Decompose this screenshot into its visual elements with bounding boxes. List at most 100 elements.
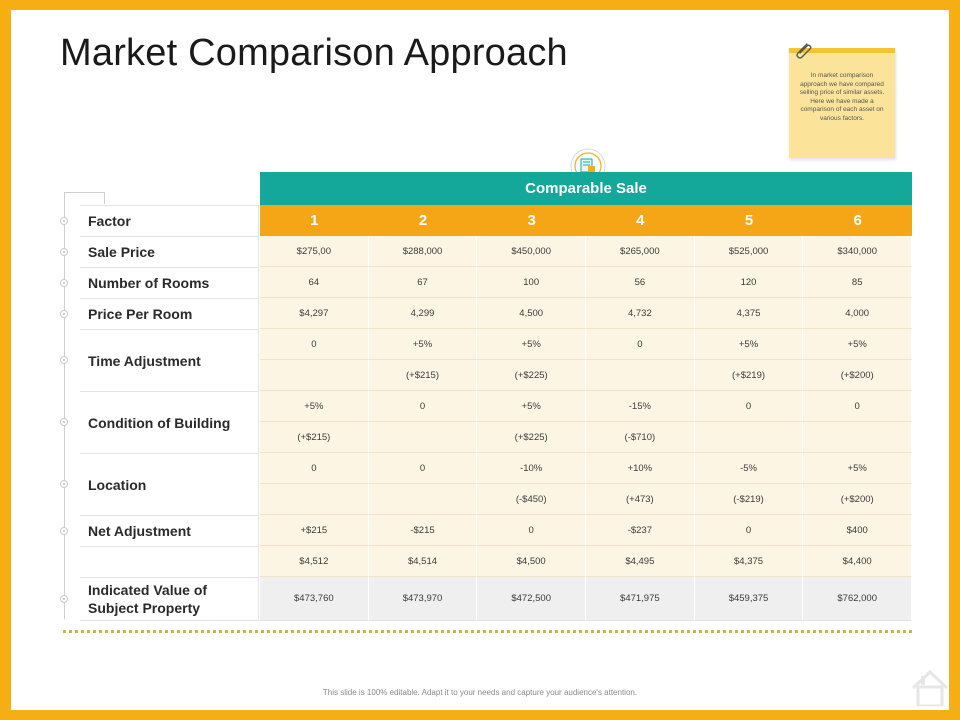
table-cell: (+$200) xyxy=(803,484,913,515)
table-row: (+$215) (+$225) (+$219) (+$200) xyxy=(260,360,913,391)
table-cell: 0 xyxy=(803,391,913,422)
table-cell: 0 xyxy=(260,329,369,360)
table-cell: (-$450) xyxy=(477,484,587,515)
table-cell xyxy=(803,422,913,453)
column-header: 3 xyxy=(527,212,536,229)
table-cell: 0 xyxy=(368,453,478,484)
table-cell: $525,000 xyxy=(694,236,804,267)
table-cell: -15% xyxy=(586,391,695,422)
table-cell: 4,000 xyxy=(803,298,913,329)
factor-label: Condition of Building xyxy=(80,391,259,453)
table-cell: 4,732 xyxy=(586,298,695,329)
table-cell: $4,400 xyxy=(803,546,913,577)
factor-label xyxy=(80,546,259,577)
table-row: 64 67 100 56 120 85 xyxy=(260,267,913,298)
table-cell: $265,000 xyxy=(586,236,695,267)
table-cell: 67 xyxy=(368,267,478,298)
factor-label: Price Per Room xyxy=(80,298,259,329)
table-cell: +5% xyxy=(477,391,587,422)
dotted-divider xyxy=(63,630,912,633)
table-cell: $4,495 xyxy=(586,546,695,577)
table-cell xyxy=(260,484,369,515)
footer-text: This slide is 100% editable. Adapt it to… xyxy=(322,688,638,697)
table-cell: 64 xyxy=(260,267,369,298)
table-row: 0 0 -10% +10% -5% +5% xyxy=(260,453,913,484)
table-cell: $450,000 xyxy=(477,236,587,267)
table-cell: 4,500 xyxy=(477,298,587,329)
comparable-sale-header: Comparable Sale xyxy=(260,172,912,205)
table-cell: +5% xyxy=(368,329,478,360)
paperclip-icon xyxy=(796,43,812,59)
table-cell: -10% xyxy=(477,453,587,484)
table-cell: $4,512 xyxy=(260,546,369,577)
table-cell xyxy=(586,360,695,391)
column-header: 2 xyxy=(418,212,428,229)
table-cell: -$215 xyxy=(368,515,478,546)
table-cell: $4,297 xyxy=(260,298,369,329)
table-cell: (+$225) xyxy=(477,360,587,391)
table-cell: 0 xyxy=(260,453,369,484)
table-cell: 100 xyxy=(477,267,587,298)
sticky-note: In market comparison approach we have co… xyxy=(789,48,895,158)
table-row: $4,512 $4,514 $4,500 $4,495 $4,375 $4,40… xyxy=(260,546,913,577)
table-cell: 0 xyxy=(694,515,804,546)
table-cell: (+$215) xyxy=(368,360,478,391)
table-cell: +10% xyxy=(586,453,695,484)
page-title: Market Comparison Approach xyxy=(60,32,568,74)
table-row: $473,760 $473,970 $472,500 $471,975 $459… xyxy=(260,577,913,621)
sticky-note-strip xyxy=(789,48,895,53)
table-cell: (+$200) xyxy=(803,360,913,391)
table-cell: -5% xyxy=(694,453,804,484)
table-cell: (-$219) xyxy=(694,484,804,515)
column-header-row: 1 2 3 4 5 6 xyxy=(260,205,912,236)
home-icon xyxy=(911,669,949,706)
table-cell: 56 xyxy=(586,267,695,298)
table-cell: +5% xyxy=(477,329,587,360)
table-row: +$215 -$215 0 -$237 0 $400 xyxy=(260,515,913,546)
table-cell: $340,000 xyxy=(803,236,913,267)
factor-label: Indicated Value of Subject Property xyxy=(80,577,259,621)
table-cell: 85 xyxy=(803,267,913,298)
factor-label: Net Adjustment xyxy=(80,515,259,546)
table-cell: +$215 xyxy=(260,515,369,546)
table-cell: (+$215) xyxy=(260,422,369,453)
table-cell: $400 xyxy=(803,515,913,546)
table-cell: $473,760 xyxy=(260,577,369,621)
table-cell: +5% xyxy=(803,329,913,360)
table-cell: $459,375 xyxy=(694,577,804,621)
factor-label: Time Adjustment xyxy=(80,329,259,391)
slide: Market Comparison Approach In market com… xyxy=(11,10,949,710)
table-row: +5% 0 +5% -15% 0 0 xyxy=(260,391,913,422)
table-cell: (+$219) xyxy=(694,360,804,391)
table-cell: +5% xyxy=(803,453,913,484)
factor-label: Location xyxy=(80,453,259,515)
table-cell: $288,000 xyxy=(368,236,478,267)
factor-label: Sale Price xyxy=(80,236,259,267)
table-row: (-$450) (+473) (-$219) (+$200) xyxy=(260,484,913,515)
table-cell: $471,975 xyxy=(586,577,695,621)
table-cell: 0 xyxy=(477,515,587,546)
table-cell: +5% xyxy=(260,391,369,422)
table-row: $275,00 $288,000 $450,000 $265,000 $525,… xyxy=(260,236,913,267)
table-cell: $275,00 xyxy=(260,236,369,267)
column-header: 6 xyxy=(853,212,862,229)
table-cell xyxy=(694,422,804,453)
table-cell: 120 xyxy=(694,267,804,298)
table-cell: $472,500 xyxy=(477,577,587,621)
table-cell: +5% xyxy=(694,329,804,360)
table-cell: $473,970 xyxy=(368,577,478,621)
table-cell xyxy=(260,360,369,391)
table-cell: (-$710) xyxy=(586,422,695,453)
table-cell: 4,299 xyxy=(368,298,478,329)
table-cell: 0 xyxy=(368,391,478,422)
table-cell: 0 xyxy=(586,329,695,360)
table-row: $4,297 4,299 4,500 4,732 4,375 4,000 xyxy=(260,298,913,329)
column-header: 5 xyxy=(744,212,754,229)
table-cell: (+$225) xyxy=(477,422,587,453)
table-cell: 0 xyxy=(694,391,804,422)
column-header: 4 xyxy=(636,212,645,229)
sticky-note-text: In market comparison approach we have co… xyxy=(799,72,885,122)
table-cell xyxy=(368,484,478,515)
table-cell: -$237 xyxy=(586,515,695,546)
